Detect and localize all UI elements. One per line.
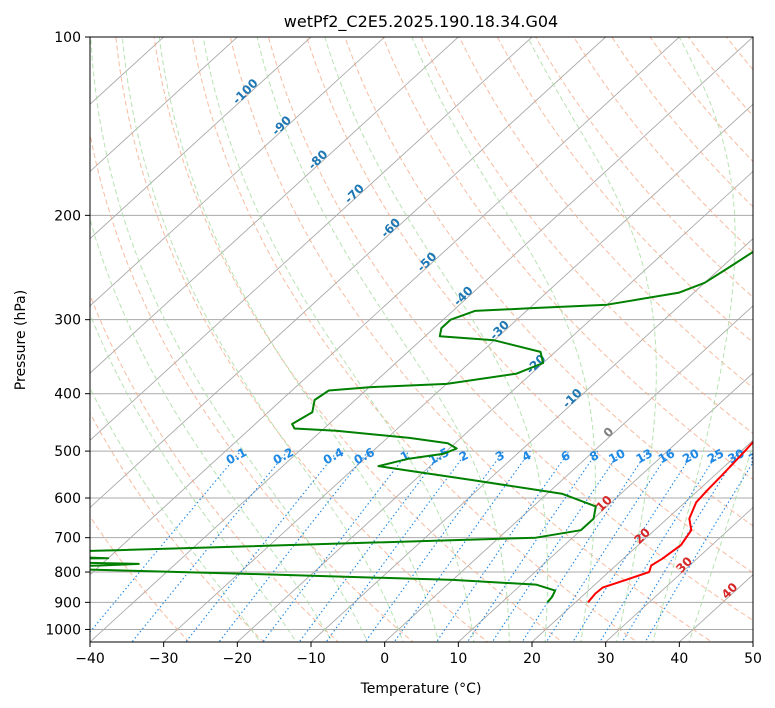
mixing-ratio-line [218, 450, 369, 642]
moist-adiabat-line [652, 37, 736, 642]
isotherm-line [90, 37, 753, 642]
mixing-ratio-label: 16 [656, 446, 677, 466]
isotherm-line [90, 37, 386, 307]
dry-adiabat-line [153, 37, 564, 642]
mixing-ratio-line [364, 450, 505, 642]
moist-adiabat-line [121, 37, 404, 642]
mixing-ratio-line [393, 450, 531, 642]
moist-adiabat-line [158, 37, 440, 642]
dry-adiabat-line [267, 37, 753, 622]
isotherm-line [90, 37, 312, 240]
dry-adiabat-line [611, 37, 753, 208]
moist-adiabats [90, 37, 753, 642]
x-tick-label: 20 [523, 651, 541, 667]
sounding-profiles [90, 250, 753, 603]
x-tick-label: 10 [449, 651, 467, 667]
mixing-ratio-line [435, 450, 570, 642]
dry-adiabat-line [535, 37, 753, 298]
mixing-ratio-label: 10 [606, 446, 627, 466]
dry-adiabat-line [90, 515, 190, 642]
dewpoint-profile [90, 250, 753, 603]
y-tick-label: 400 [54, 387, 81, 403]
y-tick-label: 200 [54, 208, 81, 224]
isotherm-line [90, 37, 460, 374]
y-tick-label: 700 [54, 531, 81, 547]
dry-adiabat-line [382, 37, 753, 481]
mixing-ratio-label: 30 [725, 446, 746, 466]
moist-adiabat-line [90, 217, 333, 642]
mixing-ratio-line [262, 450, 410, 642]
moist-adiabat-line [202, 37, 475, 642]
chart-title: wetPf2_C2E5.2025.190.18.34.G04 [284, 12, 558, 32]
isotherm-line [310, 238, 753, 642]
isotherm-line [90, 37, 681, 576]
moist-adiabat-line [324, 37, 549, 642]
moist-adiabat-line [90, 37, 369, 642]
isotherm-line [90, 37, 239, 173]
y-tick-label: 600 [54, 491, 81, 507]
moist-adiabat-line [411, 37, 596, 642]
isotherm-line [236, 170, 753, 642]
x-tick-label: 50 [744, 651, 762, 667]
mixing-ratio-line [644, 461, 753, 642]
dry-adiabat-line [496, 37, 753, 344]
dry-adiabat-line [115, 37, 489, 642]
mixing-ratio-label: 20 [680, 446, 701, 466]
moist-adiabat-line [90, 387, 261, 642]
moist-adiabat-line [688, 444, 753, 642]
x-tick-label: −20 [223, 651, 253, 667]
y-axis: 100 200 300 400 500 600 700 800 900 1000 [45, 30, 90, 638]
x-tick-label: 30 [597, 651, 615, 667]
y-tick-label: 100 [54, 30, 81, 46]
x-axis-title: Temperature (°C) [360, 681, 482, 697]
mixing-ratio-label: 36 [746, 446, 767, 466]
y-axis-title: Pressure (hPa) [13, 290, 29, 390]
isotherm-line [457, 372, 753, 642]
x-tick-label: −40 [75, 651, 105, 667]
x-tick-label: −10 [296, 651, 326, 667]
dry-adiabats [90, 37, 753, 642]
mixing-ratio-label: 13 [634, 446, 655, 466]
mixing-ratio-line [466, 450, 599, 642]
mixing-ratio-line [545, 450, 671, 642]
isotherm-line [383, 305, 753, 642]
isotherm-grid [90, 37, 753, 642]
plot-frame [89, 36, 754, 643]
y-tick-label: 500 [54, 444, 81, 460]
mixing-ratio-line [185, 450, 339, 642]
dry-adiabat-line [90, 412, 265, 642]
dry-adiabat-line [344, 37, 753, 527]
dry-adiabat-line [306, 37, 753, 574]
dry-adiabat-line [191, 37, 638, 642]
isotherm-line [90, 37, 533, 441]
x-tick-label: 0 [380, 651, 389, 667]
moist-adiabat-line [256, 37, 510, 642]
mixing-ratio-label: 25 [705, 446, 726, 466]
mixing-ratio-line [521, 450, 649, 642]
isotherm-line [90, 37, 607, 509]
mixing-ratio-line [491, 450, 621, 642]
y-tick-label: 900 [54, 595, 81, 611]
dry-adiabat-line [90, 293, 340, 642]
moist-adiabat-line [526, 37, 657, 642]
moist-adiabat-line [90, 313, 297, 642]
x-tick-label: −30 [149, 651, 179, 667]
temperature-profile [587, 440, 753, 603]
x-axis: −40 −30 −20 −10 0 10 20 30 40 50 [75, 642, 762, 667]
y-tick-label: 1000 [45, 622, 81, 638]
isotherm-line [604, 506, 753, 642]
dry-adiabat-line [229, 37, 713, 642]
y-tick-label: 800 [54, 565, 81, 581]
x-tick-label: 40 [670, 651, 688, 667]
y-tick-label: 300 [54, 313, 81, 329]
dry-adiabat-line [420, 37, 753, 435]
mixing-ratio-lines [90, 450, 753, 642]
dry-adiabat-line [458, 37, 753, 389]
